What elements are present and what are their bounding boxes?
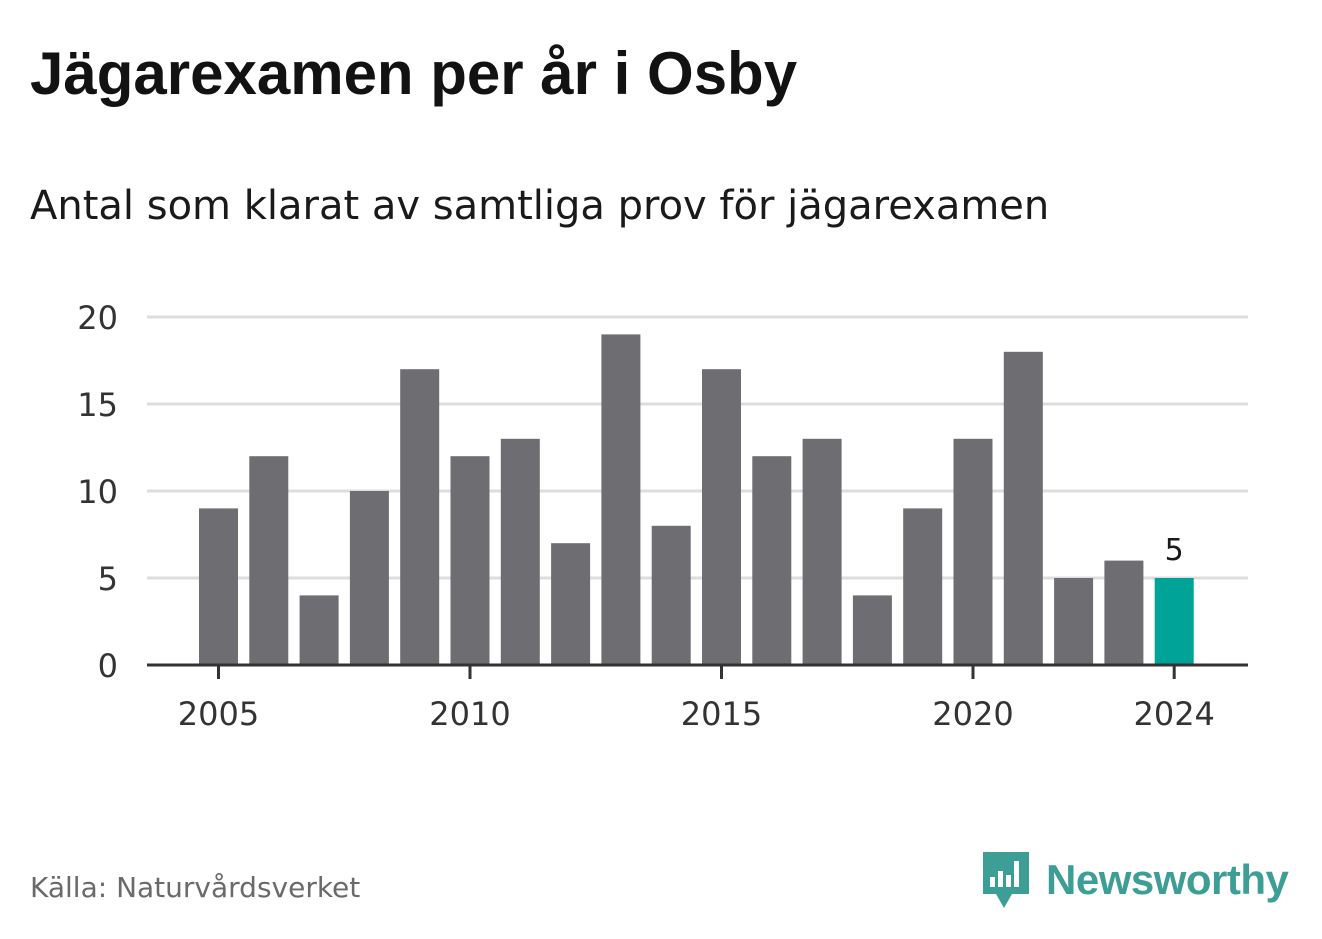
bar [249,456,289,665]
bar [450,456,490,665]
y-tick-label: 5 [98,560,118,598]
x-tick-label: 2005 [178,695,259,733]
bar [1054,578,1094,665]
axes: 0 5 10 15 20 2005 2010 2015 2020 2024 [77,299,1248,733]
x-tick-label: 2010 [429,695,510,733]
chart-title: Jägarexamen per år i Osby [30,40,798,107]
newsworthy-bar-chart-logo-icon [983,852,1029,908]
bar [601,334,641,665]
bar [1104,560,1144,665]
source-note: Källa: Naturvårdsverket [30,871,361,904]
bars: 5 [199,334,1194,665]
bar [802,438,842,665]
bar [903,508,943,665]
bar [752,456,792,665]
y-tick-label: 15 [77,386,118,424]
data-label: 5 [1165,533,1184,568]
bar [299,595,339,665]
x-tick-label: 2024 [1133,695,1214,733]
bar [349,491,389,665]
brand-name: Newsworthy [1046,856,1289,903]
bar [199,508,238,665]
bar [852,595,892,665]
bar [400,369,440,665]
bar [500,438,540,665]
brand: Newsworthy [980,848,1289,912]
bar [551,543,591,665]
bar [702,369,741,665]
y-tick-label: 20 [77,299,118,337]
y-tick-label: 0 [98,647,118,685]
bar-chart: 5 0 5 10 15 20 2005 2010 2015 2020 2024 [77,299,1248,733]
bar [953,438,993,665]
x-tick-label: 2020 [932,695,1013,733]
gridlines [147,315,1248,580]
bar [1154,578,1194,665]
chart-subtitle: Antal som klarat av samtliga prov för jä… [30,183,1050,229]
x-tick-label: 2015 [681,695,762,733]
bar [651,525,691,665]
y-tick-label: 10 [77,473,118,511]
bar [1003,351,1043,665]
